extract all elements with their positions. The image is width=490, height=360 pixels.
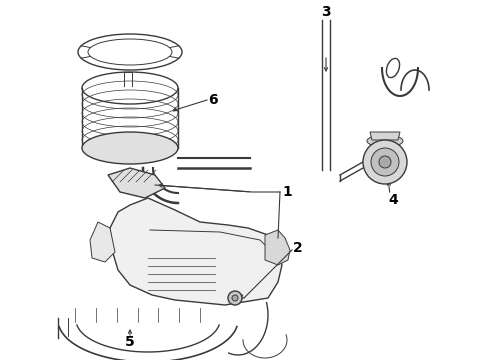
Text: 4: 4 [388, 193, 398, 207]
Polygon shape [265, 230, 290, 265]
Polygon shape [90, 222, 115, 262]
Circle shape [228, 291, 242, 305]
Ellipse shape [82, 72, 178, 104]
Circle shape [232, 295, 238, 301]
Ellipse shape [88, 39, 172, 65]
Polygon shape [370, 132, 400, 140]
Text: 5: 5 [125, 335, 135, 349]
Circle shape [379, 156, 391, 168]
Text: 6: 6 [208, 93, 218, 107]
Circle shape [363, 140, 407, 184]
Ellipse shape [82, 132, 178, 164]
Text: 1: 1 [282, 185, 292, 199]
Ellipse shape [387, 58, 399, 78]
Text: 2: 2 [293, 241, 303, 255]
Polygon shape [108, 168, 165, 198]
Circle shape [371, 148, 399, 176]
Ellipse shape [367, 135, 403, 147]
Ellipse shape [78, 34, 182, 70]
Polygon shape [110, 198, 282, 305]
Text: 3: 3 [321, 5, 331, 19]
